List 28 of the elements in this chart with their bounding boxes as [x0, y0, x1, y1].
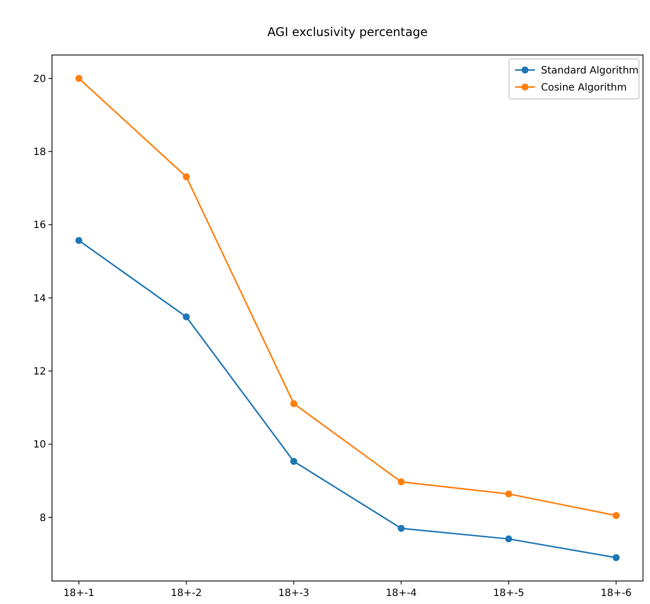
legend-label: Standard Algorithm [541, 66, 639, 76]
point [612, 554, 620, 562]
y-tick-label: 18 [33, 147, 46, 158]
point [612, 512, 620, 520]
x-tick-label: 18+-2 [170, 588, 202, 599]
y-tick-label: 12 [33, 366, 46, 378]
x-tick-label: 18+-6 [600, 588, 632, 599]
legend-label: Cosine Algorithm [541, 82, 627, 94]
x-tick-label: 18+-4 [386, 588, 417, 599]
y-tick-label: 16 [33, 220, 46, 232]
y-tick-label: 20 [33, 74, 46, 85]
x-tick-label: 18+-1 [63, 588, 94, 599]
point [398, 478, 405, 486]
point [505, 490, 512, 498]
point [398, 524, 405, 532]
point [75, 236, 82, 244]
point [182, 313, 190, 320]
y-tick-label: 14 [33, 293, 46, 304]
point [75, 74, 82, 82]
x-tick-label: 18+-3 [278, 588, 310, 599]
chart-title: AGI exclusivity percentage [267, 25, 428, 39]
x-tick-label: 18+-5 [493, 588, 524, 599]
point [505, 535, 512, 542]
y-tick-label: 10 [33, 440, 46, 451]
point [182, 173, 190, 180]
point [290, 400, 298, 408]
y-tick-label: 8 [40, 512, 46, 524]
point [290, 458, 298, 465]
